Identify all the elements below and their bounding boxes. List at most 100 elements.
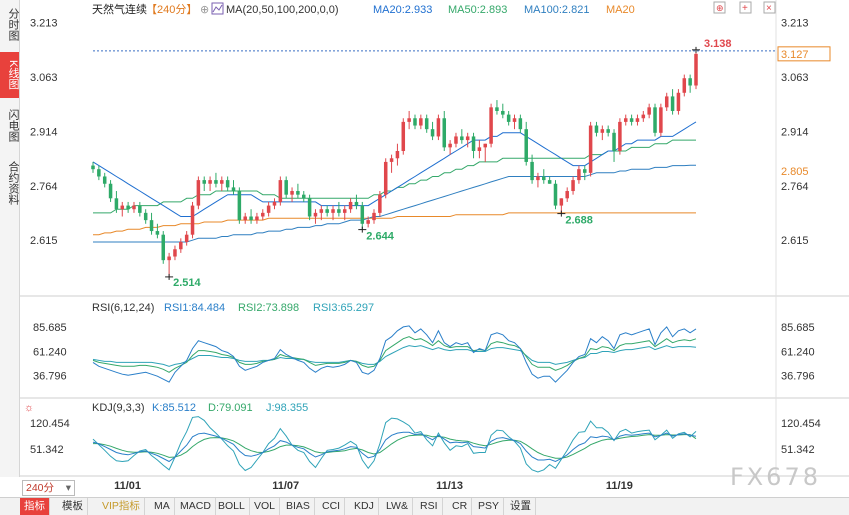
- time-tick: 11/13: [436, 480, 463, 492]
- ma-price-tag: 2.805: [781, 166, 809, 178]
- period-tag: 【240分】: [146, 3, 197, 16]
- candle-body: [653, 107, 657, 133]
- candle-body: [91, 165, 95, 170]
- toolbar-item-6[interactable]: VOL: [250, 498, 281, 515]
- candle-body: [571, 180, 575, 192]
- ma50-line: [93, 139, 696, 214]
- candle-body: [278, 180, 283, 202]
- candle-body: [694, 53, 698, 86]
- window-controls: ⊕ + ×: [713, 1, 776, 14]
- candle-body: [161, 234, 166, 261]
- candle-body: [682, 78, 687, 93]
- candle-body: [647, 107, 651, 115]
- candle-body: [465, 136, 470, 141]
- rsi2-line: [92, 336, 697, 373]
- candle-body: [389, 158, 394, 162]
- candle-body: [641, 114, 646, 119]
- candle-body: [542, 176, 546, 181]
- candle-body: [501, 110, 505, 115]
- kdj-d-line: [93, 434, 697, 459]
- candle-body: [407, 118, 411, 122]
- add-icon[interactable]: [739, 1, 752, 14]
- candle-body: [243, 216, 247, 221]
- toolbar-item-4[interactable]: MACD: [176, 498, 216, 515]
- candle-body: [688, 78, 692, 86]
- rsi3-value: RSI3:65.297: [313, 302, 374, 314]
- candle-body: [255, 216, 259, 221]
- ma100-value: MA100:2.821: [524, 4, 589, 16]
- kdj-settings-icon[interactable]: ☼: [24, 402, 34, 414]
- candle-body: [378, 194, 382, 213]
- price-axis: 3.213 3.213 3.063 3.063 2.914 2.914 2.764 2.764…: [30, 18, 809, 248]
- settings-small-icon[interactable]: ⊕: [200, 4, 209, 16]
- price-tick-right: 2.914: [781, 126, 809, 138]
- candle-body: [266, 205, 271, 213]
- candle-body: [284, 180, 288, 195]
- candle-body: [360, 205, 365, 224]
- candle-body: [483, 143, 487, 148]
- candle-body: [506, 114, 511, 122]
- close-icon[interactable]: [763, 1, 776, 14]
- candle-body: [354, 201, 359, 206]
- kdj-axis: 120.454 120.454 51.342 51.342: [30, 418, 821, 456]
- candle-body: [138, 205, 142, 213]
- candle-body: [536, 176, 540, 181]
- candle-body: [290, 191, 294, 195]
- candle-body: [489, 107, 493, 144]
- candle-body: [155, 231, 160, 235]
- indicator-chart-icon[interactable]: [211, 2, 224, 15]
- candle-body: [97, 169, 101, 177]
- period-select[interactable]: 240分 ▾: [22, 480, 75, 496]
- candle-body: [670, 96, 675, 111]
- toolbar-item-14[interactable]: 设置: [506, 498, 536, 515]
- svg-text:×: ×: [766, 3, 772, 14]
- rsi1-line: [92, 325, 697, 383]
- kdj-tick-left: 120.454: [30, 418, 70, 430]
- candle-body: [366, 220, 370, 224]
- svg-text:⊕: ⊕: [716, 3, 724, 13]
- rsi-tick-right: 85.685: [781, 322, 815, 334]
- candle-body: [559, 198, 564, 206]
- price-tick-left: 2.914: [30, 126, 58, 138]
- kline-chart[interactable]: 天然气连续 【240分】 ⊕ MA(20,50,100,200,0,0) MA2…: [0, 0, 849, 497]
- candle-body: [635, 118, 640, 122]
- toolbar-item-9[interactable]: KDJ: [350, 498, 379, 515]
- price-tick-right: 3.213: [781, 18, 809, 30]
- candle-body: [419, 118, 423, 126]
- toolbar-item-5[interactable]: BOLL: [214, 498, 250, 515]
- time-axis: 11/01 11/07 11/13 11/19: [114, 480, 633, 492]
- toolbar-item-8[interactable]: CCI: [318, 498, 346, 515]
- time-tick: 11/07: [272, 480, 299, 492]
- toolbar-item-1[interactable]: 模板: [58, 498, 88, 515]
- candle-body: [214, 180, 218, 184]
- toolbar-item-2[interactable]: VIP指标: [98, 498, 145, 515]
- rsi2-value: RSI2:73.898: [238, 302, 299, 314]
- tab-kline[interactable]: K线图: [0, 52, 19, 98]
- toolbar-item-11[interactable]: RSI: [416, 498, 443, 515]
- candle-body: [530, 161, 534, 181]
- candle-body: [577, 169, 581, 181]
- price-tick-right: 2.764: [781, 181, 809, 193]
- candle-body: [413, 118, 417, 126]
- toolbar-item-0[interactable]: 指标: [20, 498, 50, 515]
- toolbar-item-13[interactable]: PSY: [474, 498, 505, 515]
- candle-body: [547, 180, 552, 184]
- price-annotation: 2.514: [173, 277, 201, 289]
- toolbar-item-10[interactable]: LW&: [382, 498, 413, 515]
- toolbar-item-7[interactable]: BIAS: [282, 498, 315, 515]
- candle-body: [108, 183, 113, 199]
- candle-body: [313, 212, 318, 217]
- toolbar-item-3[interactable]: MA: [150, 498, 175, 515]
- tab-lightning[interactable]: 闪电图: [7, 108, 19, 142]
- tab-timeshare[interactable]: 分时图: [7, 7, 19, 41]
- candle-body: [512, 118, 517, 122]
- rsi-tick-right: 61.240: [781, 346, 815, 358]
- candle-body: [302, 194, 306, 199]
- candle-body: [401, 121, 406, 151]
- tab-contract-info[interactable]: 合约资料: [7, 161, 19, 205]
- crosshair-icon[interactable]: [713, 1, 726, 14]
- kdj-tick-right: 120.454: [781, 418, 821, 430]
- kdj-tick-left: 51.342: [30, 444, 64, 456]
- candle-body: [337, 209, 341, 213]
- toolbar-item-12[interactable]: CR: [448, 498, 473, 515]
